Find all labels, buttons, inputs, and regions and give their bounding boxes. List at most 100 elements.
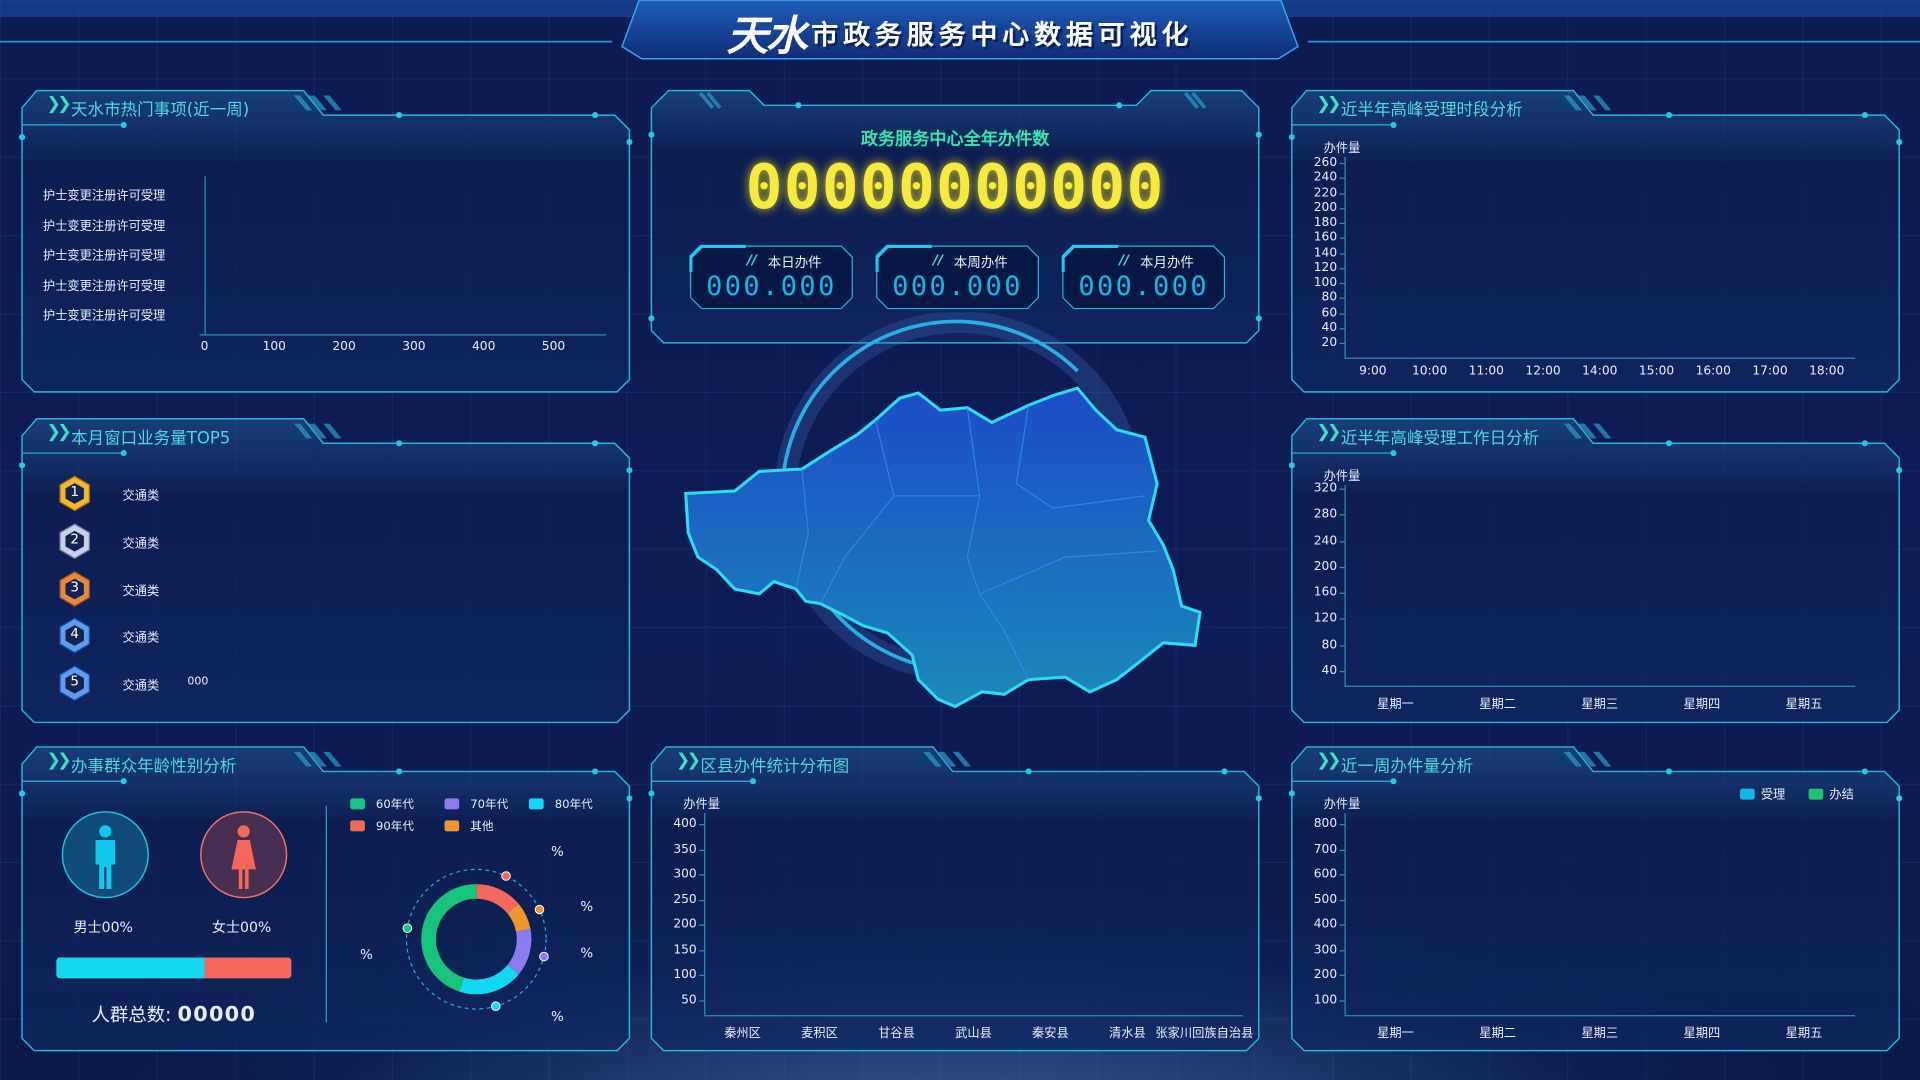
y-tick bbox=[699, 1000, 705, 1002]
y-tick bbox=[699, 975, 705, 977]
rank-number: 2 bbox=[70, 531, 79, 548]
y-tick bbox=[1339, 824, 1345, 826]
legend-item[interactable]: 70年代 bbox=[470, 798, 509, 812]
stat-value: 000.000 bbox=[706, 271, 837, 303]
panel-frame bbox=[18, 89, 633, 393]
donut-slice[interactable] bbox=[507, 904, 531, 932]
list-item[interactable]: 1 交通类 bbox=[22, 475, 629, 512]
stat-box-2: // 本周办件 000.000 bbox=[875, 244, 1040, 310]
y-tick-label: 200 bbox=[673, 918, 697, 932]
item-label: 交通类 bbox=[122, 632, 160, 646]
y-tick-label: 80 bbox=[1321, 291, 1338, 305]
x-tick-label: 星期二 bbox=[1479, 697, 1517, 712]
x-tick-label: 甘谷县 bbox=[878, 1027, 915, 1041]
rank-number: 5 bbox=[70, 673, 79, 690]
y-tick-label: 700 bbox=[1313, 842, 1338, 856]
y-tick-label: 50 bbox=[681, 993, 697, 1008]
chevron-icon: ❯❯ bbox=[1316, 750, 1341, 771]
legend-swatch bbox=[350, 820, 365, 832]
percent-label: % bbox=[551, 1008, 564, 1025]
map-region[interactable] bbox=[684, 386, 1202, 709]
y-tick-label: 120 bbox=[1313, 261, 1338, 275]
hot-item-label: 护士变更注册许可受理 bbox=[42, 249, 166, 264]
y-tick bbox=[1339, 177, 1345, 180]
y-tick-label: 60 bbox=[1321, 306, 1338, 320]
hot-item-label: 护士变更注册许可受理 bbox=[42, 219, 166, 234]
y-tick bbox=[1339, 592, 1345, 595]
x-tick-label: 0 bbox=[200, 340, 209, 354]
x-tick-label: 17:00 bbox=[1752, 364, 1788, 379]
legend-accept[interactable]: 受理 bbox=[1760, 788, 1786, 803]
y-tick bbox=[1339, 924, 1345, 927]
x-tick-label: 11:00 bbox=[1468, 364, 1504, 379]
y-tick-label: 100 bbox=[1313, 993, 1338, 1008]
y-tick bbox=[1339, 874, 1345, 876]
rank-medal-icon bbox=[59, 665, 91, 702]
legend-done[interactable]: 办结 bbox=[1829, 788, 1854, 803]
y-tick-label: 20 bbox=[1321, 336, 1338, 350]
y-tick-label: 180 bbox=[1313, 216, 1338, 230]
x-tick-label: 星期三 bbox=[1581, 697, 1619, 712]
y-tick-label: 40 bbox=[1321, 321, 1338, 335]
y-tick bbox=[1339, 297, 1345, 300]
x-tick-label: 清水县 bbox=[1109, 1027, 1146, 1041]
y-tick-label: 40 bbox=[1321, 664, 1338, 678]
donut-marker bbox=[402, 923, 413, 934]
total-people: 人群总数: 00000 bbox=[22, 1002, 326, 1028]
item-value: 000 bbox=[187, 676, 209, 689]
legend-item[interactable]: 80年代 bbox=[554, 798, 593, 812]
hot-item-label: 护士变更注册许可受理 bbox=[42, 189, 166, 204]
hot-item-label: 护士变更注册许可受理 bbox=[42, 279, 166, 294]
y-tick bbox=[1339, 849, 1345, 851]
x-tick-label: 张家川回族自治县 bbox=[1155, 1027, 1254, 1041]
y-tick-label: 140 bbox=[1313, 246, 1338, 260]
donut-slice[interactable] bbox=[476, 884, 519, 914]
x-tick-label: 10:00 bbox=[1411, 364, 1448, 379]
donut-slice[interactable] bbox=[459, 964, 519, 995]
annual-total-counter: 00000000000 bbox=[745, 151, 1165, 223]
y-tick bbox=[1339, 192, 1345, 195]
legend-item[interactable]: 60年代 bbox=[375, 798, 414, 812]
header-frame bbox=[0, 0, 1920, 60]
y-tick-label: 160 bbox=[1313, 586, 1338, 600]
list-item[interactable]: 3 交通类 bbox=[22, 570, 629, 607]
gender-ratio-bar bbox=[56, 957, 292, 979]
y-tick bbox=[1339, 327, 1345, 330]
y-tick-label: 350 bbox=[673, 842, 697, 856]
item-label: 交通类 bbox=[122, 489, 160, 504]
y-tick bbox=[1339, 975, 1345, 977]
stat-box-frame bbox=[689, 244, 853, 310]
percent-label: % bbox=[360, 946, 373, 963]
legend-swatch-done bbox=[1808, 788, 1824, 800]
male-percent: 男士00% bbox=[73, 918, 133, 936]
legend-item[interactable]: 90年代 bbox=[375, 820, 414, 834]
list-item[interactable]: 4 交通类 bbox=[22, 618, 629, 655]
hot-item-label: 护士变更注册许可受理 bbox=[42, 309, 166, 324]
percent-label: % bbox=[580, 945, 594, 962]
x-tick-label: 15:00 bbox=[1638, 364, 1675, 379]
legend-item[interactable]: 其他 bbox=[470, 820, 494, 834]
list-item[interactable]: 5 交通类 000 bbox=[22, 665, 629, 702]
rank-number: 3 bbox=[70, 578, 79, 595]
y-tick bbox=[1339, 237, 1345, 240]
chevron-icon: ❯❯ bbox=[46, 422, 72, 443]
y-tick bbox=[699, 824, 705, 826]
y-tick bbox=[1339, 252, 1345, 255]
male-icon bbox=[61, 811, 149, 899]
total-value: 00000 bbox=[177, 1002, 257, 1028]
y-tick-label: 240 bbox=[1313, 171, 1338, 185]
y-tick-label: 240 bbox=[1313, 533, 1338, 548]
y-axis-label: 办件量 bbox=[1323, 142, 1361, 156]
y-tick-label: 160 bbox=[1313, 231, 1338, 245]
list-item[interactable]: 2 交通类 bbox=[22, 523, 629, 560]
title-text: 市政务服务中心数据可视化 bbox=[811, 20, 1194, 51]
stat-box-frame bbox=[1061, 244, 1226, 310]
donut-slice[interactable] bbox=[421, 884, 477, 992]
item-label: 交通类 bbox=[122, 537, 160, 551]
y-tick-label: 200 bbox=[1313, 560, 1338, 574]
y-tick-label: 250 bbox=[673, 892, 697, 907]
donut-slice[interactable] bbox=[507, 928, 532, 975]
y-tick-label: 320 bbox=[1313, 481, 1338, 496]
legend-swatch-accept bbox=[1740, 788, 1755, 800]
donut-marker bbox=[491, 1001, 501, 1011]
